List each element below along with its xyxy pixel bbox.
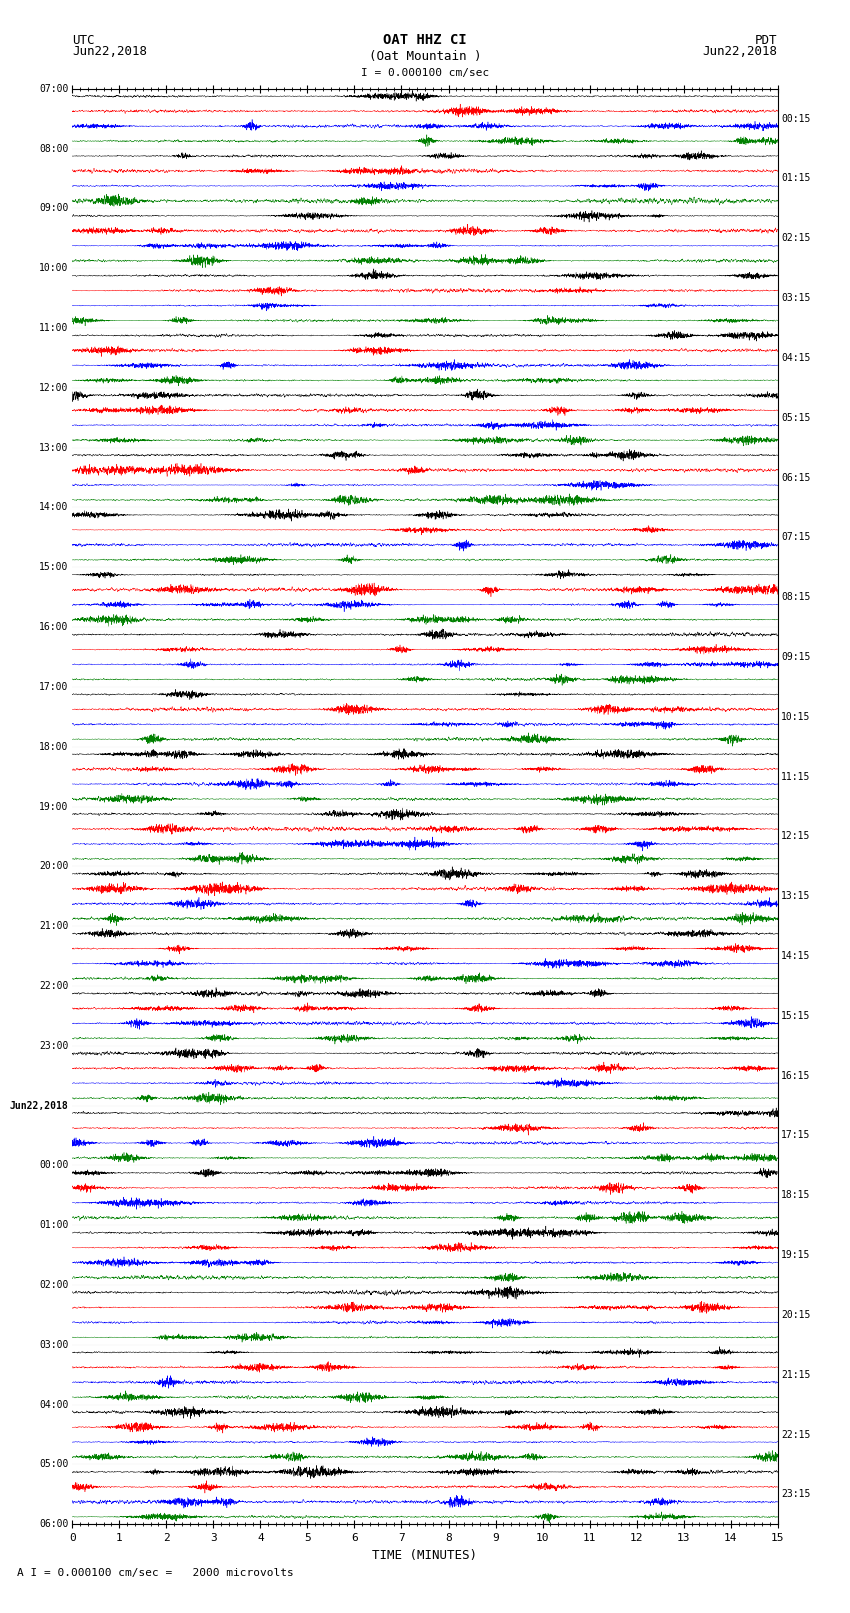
Text: 11:00: 11:00 [39, 323, 69, 332]
Text: 05:15: 05:15 [781, 413, 811, 423]
Text: 14:00: 14:00 [39, 502, 69, 513]
Text: 18:15: 18:15 [781, 1190, 811, 1200]
Text: 10:15: 10:15 [781, 711, 811, 721]
Text: 17:00: 17:00 [39, 682, 69, 692]
Text: 19:15: 19:15 [781, 1250, 811, 1260]
Text: 17:15: 17:15 [781, 1131, 811, 1140]
Text: 15:15: 15:15 [781, 1011, 811, 1021]
Text: 02:15: 02:15 [781, 234, 811, 244]
Text: (Oat Mountain ): (Oat Mountain ) [369, 50, 481, 63]
Text: 09:00: 09:00 [39, 203, 69, 213]
Text: PDT: PDT [756, 34, 778, 47]
Text: 01:15: 01:15 [781, 174, 811, 184]
Text: 04:15: 04:15 [781, 353, 811, 363]
Text: Jun22,2018: Jun22,2018 [10, 1100, 69, 1111]
Text: 18:00: 18:00 [39, 742, 69, 752]
Text: 12:00: 12:00 [39, 382, 69, 394]
X-axis label: TIME (MINUTES): TIME (MINUTES) [372, 1548, 478, 1561]
Text: 02:00: 02:00 [39, 1281, 69, 1290]
Text: UTC: UTC [72, 34, 94, 47]
Text: 20:15: 20:15 [781, 1310, 811, 1319]
Text: 03:15: 03:15 [781, 294, 811, 303]
Text: 15:00: 15:00 [39, 563, 69, 573]
Text: 13:15: 13:15 [781, 892, 811, 902]
Text: 13:00: 13:00 [39, 442, 69, 453]
Text: 23:00: 23:00 [39, 1040, 69, 1050]
Text: 16:00: 16:00 [39, 623, 69, 632]
Text: 00:15: 00:15 [781, 113, 811, 124]
Text: A I = 0.000100 cm/sec =   2000 microvolts: A I = 0.000100 cm/sec = 2000 microvolts [17, 1568, 294, 1578]
Text: 10:00: 10:00 [39, 263, 69, 273]
Text: 00:00: 00:00 [39, 1160, 69, 1171]
Text: 11:15: 11:15 [781, 771, 811, 782]
Text: 06:00: 06:00 [39, 1519, 69, 1529]
Text: 05:00: 05:00 [39, 1460, 69, 1469]
Text: 22:00: 22:00 [39, 981, 69, 990]
Text: 06:15: 06:15 [781, 473, 811, 482]
Text: Jun22,2018: Jun22,2018 [72, 45, 147, 58]
Text: 20:00: 20:00 [39, 861, 69, 871]
Text: 21:00: 21:00 [39, 921, 69, 931]
Text: 08:15: 08:15 [781, 592, 811, 602]
Text: 04:00: 04:00 [39, 1400, 69, 1410]
Text: 08:00: 08:00 [39, 144, 69, 153]
Text: 12:15: 12:15 [781, 831, 811, 842]
Text: 16:15: 16:15 [781, 1071, 811, 1081]
Text: 09:15: 09:15 [781, 652, 811, 661]
Text: 01:00: 01:00 [39, 1219, 69, 1231]
Text: 22:15: 22:15 [781, 1429, 811, 1439]
Text: I = 0.000100 cm/sec: I = 0.000100 cm/sec [361, 68, 489, 77]
Text: 07:00: 07:00 [39, 84, 69, 94]
Text: OAT HHZ CI: OAT HHZ CI [383, 34, 467, 47]
Text: 03:00: 03:00 [39, 1340, 69, 1350]
Text: 07:15: 07:15 [781, 532, 811, 542]
Text: 19:00: 19:00 [39, 802, 69, 811]
Text: 23:15: 23:15 [781, 1489, 811, 1500]
Text: 21:15: 21:15 [781, 1369, 811, 1379]
Text: 14:15: 14:15 [781, 952, 811, 961]
Text: Jun22,2018: Jun22,2018 [703, 45, 778, 58]
